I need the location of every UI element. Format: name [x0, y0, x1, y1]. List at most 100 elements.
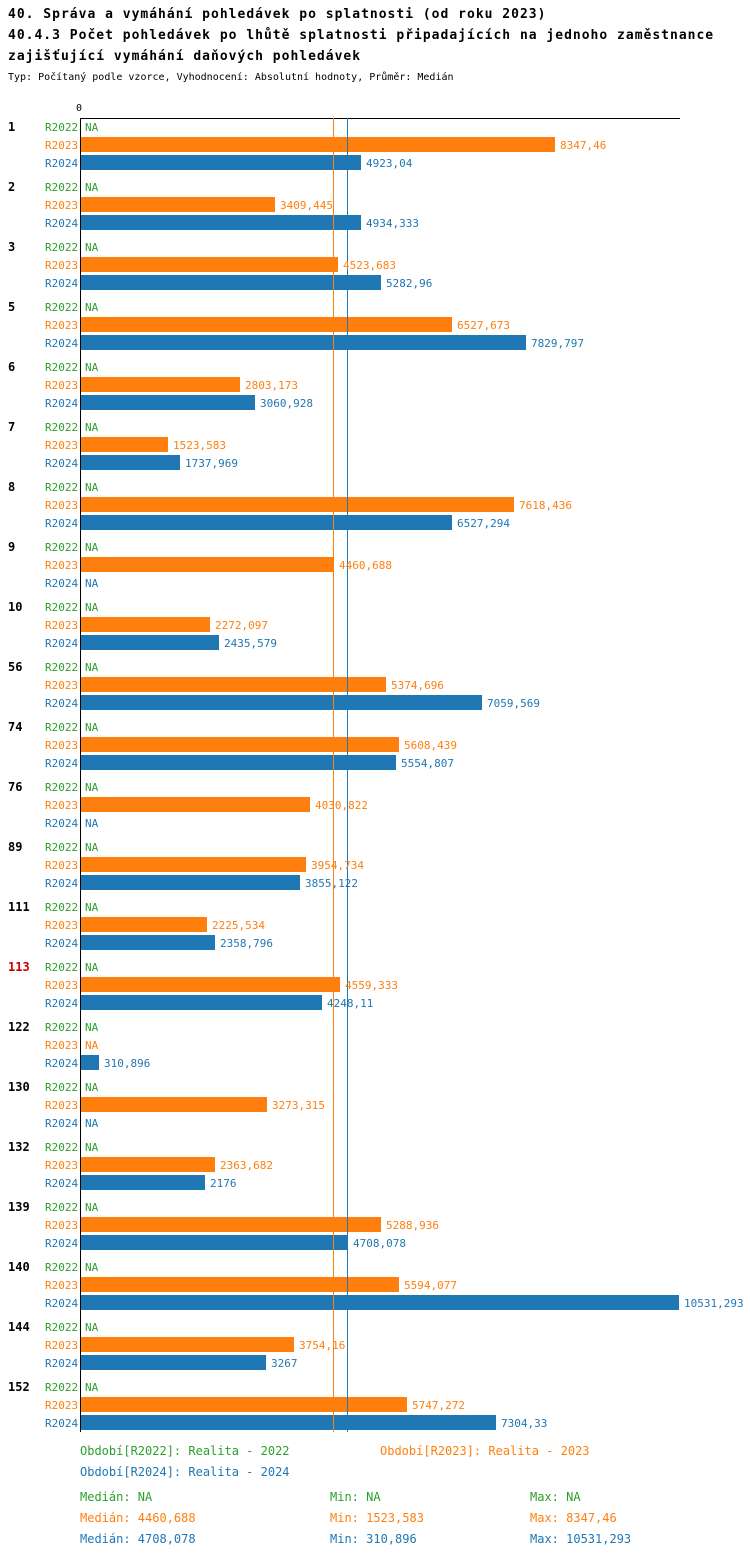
- group-id-label: 10: [8, 600, 23, 614]
- value-label: NA: [85, 661, 99, 674]
- chart-row-139-r2022: 139 R2022 NA: [0, 1198, 750, 1216]
- value-label: NA: [85, 361, 99, 374]
- series-label-r2023: R2023: [45, 799, 79, 812]
- series-label-r2024: R2024: [45, 217, 79, 230]
- chart-row-132-r2024: R2024 2176: [0, 1174, 750, 1192]
- chart-row-6-r2024: R2024 3060,928: [0, 394, 750, 412]
- value-label: NA: [85, 181, 99, 194]
- chart-row-9-r2024: R2024 NA: [0, 574, 750, 592]
- stat-max-r2022: Max: NA: [530, 1490, 581, 1504]
- chart-group-76: 76 R2022 NA R2023 4030,822 R2024 NA: [0, 778, 750, 832]
- chart-row-7-r2023: R2023 1523,583: [0, 436, 750, 454]
- group-id-label: 9: [8, 540, 16, 554]
- chart-row-6-r2023: R2023 2803,173: [0, 376, 750, 394]
- series-label-r2023: R2023: [45, 259, 79, 272]
- chart-group-56: 56 R2022 NA R2023 5374,696 R2024 7059,569: [0, 658, 750, 712]
- chart-row-56-r2024: R2024 7059,569: [0, 694, 750, 712]
- series-label-r2024: R2024: [45, 1237, 79, 1250]
- bar-r2024: [81, 275, 381, 290]
- series-label-r2022: R2022: [45, 1201, 79, 1214]
- chart-row-140-r2023: R2023 5594,077: [0, 1276, 750, 1294]
- group-id-label: 7: [8, 420, 16, 434]
- value-label: 8347,46: [560, 139, 607, 152]
- value-label: NA: [85, 1381, 99, 1394]
- chart-row-3-r2024: R2024 5282,96: [0, 274, 750, 292]
- bar-r2024: [81, 1175, 205, 1190]
- series-label-r2022: R2022: [45, 241, 79, 254]
- chart-group-89: 89 R2022 NA R2023 3954,734 R2024 3855,122: [0, 838, 750, 892]
- legend-item-r2022: Období[R2022]: Realita - 2022: [80, 1444, 290, 1458]
- chart-row-152-r2022: 152 R2022 NA: [0, 1378, 750, 1396]
- chart-row-7-r2022: 7 R2022 NA: [0, 418, 750, 436]
- chart-row-113-r2024: R2024 4248,11: [0, 994, 750, 1012]
- series-label-r2023: R2023: [45, 1279, 79, 1292]
- legend-item-r2024: Období[R2024]: Realita - 2024: [80, 1465, 290, 1479]
- chart-row-144-r2024: R2024 3267: [0, 1354, 750, 1372]
- chart-groups: 1 R2022 NA R2023 8347,46 R2024 4923,04 2 R2022 NA…: [0, 118, 750, 1438]
- value-label: 4559,333: [345, 979, 398, 992]
- series-label-r2023: R2023: [45, 1039, 79, 1052]
- value-label: 2435,579: [224, 637, 277, 650]
- value-label: NA: [85, 601, 99, 614]
- series-label-r2024: R2024: [45, 997, 79, 1010]
- series-label-r2022: R2022: [45, 481, 79, 494]
- chart-group-122: 122 R2022 NA R2023 NA R2024 310,896: [0, 1018, 750, 1072]
- bar-r2023: [81, 377, 240, 392]
- bar-r2023: [81, 1337, 294, 1352]
- series-label-r2022: R2022: [45, 1321, 79, 1334]
- chart-group-1: 1 R2022 NA R2023 8347,46 R2024 4923,04: [0, 118, 750, 172]
- chart-row-1-r2023: R2023 8347,46: [0, 136, 750, 154]
- bar-r2023: [81, 977, 340, 992]
- bar-r2024: [81, 1355, 266, 1370]
- chart-group-8: 8 R2022 NA R2023 7618,436 R2024 6527,294: [0, 478, 750, 532]
- chart-group-144: 144 R2022 NA R2023 3754,16 R2024 3267: [0, 1318, 750, 1372]
- chart-row-113-r2022: 113 R2022 NA: [0, 958, 750, 976]
- bar-r2024: [81, 395, 255, 410]
- series-label-r2023: R2023: [45, 499, 79, 512]
- chart-row-5-r2023: R2023 6527,673: [0, 316, 750, 334]
- chart-row-74-r2022: 74 R2022 NA: [0, 718, 750, 736]
- group-id-label: 5: [8, 300, 16, 314]
- title-line-1: 40. Správa a vymáhání pohledávek po spla…: [8, 7, 547, 22]
- stat-median-r2024: Medián: 4708,078: [80, 1532, 196, 1546]
- chart-row-8-r2022: 8 R2022 NA: [0, 478, 750, 496]
- series-label-r2024: R2024: [45, 157, 79, 170]
- group-id-label: 144: [8, 1320, 30, 1334]
- chart-row-132-r2022: 132 R2022 NA: [0, 1138, 750, 1156]
- stat-max-r2023: Max: 8347,46: [530, 1511, 617, 1525]
- series-label-r2024: R2024: [45, 877, 79, 890]
- value-label: NA: [85, 241, 99, 254]
- bar-r2023: [81, 1157, 215, 1172]
- value-label: NA: [85, 1321, 99, 1334]
- value-label: 4460,688: [339, 559, 392, 572]
- chart-group-132: 132 R2022 NA R2023 2363,682 R2024 2176: [0, 1138, 750, 1192]
- value-label: 6527,673: [457, 319, 510, 332]
- series-label-r2022: R2022: [45, 721, 79, 734]
- value-label: 5608,439: [404, 739, 457, 752]
- chart-row-76-r2023: R2023 4030,822: [0, 796, 750, 814]
- chart-row-76-r2022: 76 R2022 NA: [0, 778, 750, 796]
- bar-r2024: [81, 1295, 679, 1310]
- series-label-r2024: R2024: [45, 577, 79, 590]
- group-id-label: 56: [8, 660, 23, 674]
- bar-r2023: [81, 197, 275, 212]
- value-label: 7304,33: [501, 1417, 548, 1430]
- chart-row-74-r2023: R2023 5608,439: [0, 736, 750, 754]
- legend-item-r2023: Období[R2023]: Realita - 2023: [380, 1444, 590, 1458]
- value-label: NA: [85, 1039, 99, 1052]
- bar-r2023: [81, 257, 338, 272]
- value-label: NA: [85, 841, 99, 854]
- chart-group-6: 6 R2022 NA R2023 2803,173 R2024 3060,928: [0, 358, 750, 412]
- value-label: 5288,936: [386, 1219, 439, 1232]
- bar-r2023: [81, 857, 306, 872]
- stat-max-r2024: Max: 10531,293: [530, 1532, 632, 1546]
- chart-row-130-r2024: R2024 NA: [0, 1114, 750, 1132]
- series-label-r2024: R2024: [45, 757, 79, 770]
- chart-row-8-r2024: R2024 6527,294: [0, 514, 750, 532]
- bar-r2024: [81, 1415, 496, 1430]
- series-label-r2023: R2023: [45, 379, 79, 392]
- chart-row-140-r2024: R2024 10531,293: [0, 1294, 750, 1312]
- group-id-label: 132: [8, 1140, 30, 1154]
- value-label: NA: [85, 721, 99, 734]
- series-label-r2024: R2024: [45, 1357, 79, 1370]
